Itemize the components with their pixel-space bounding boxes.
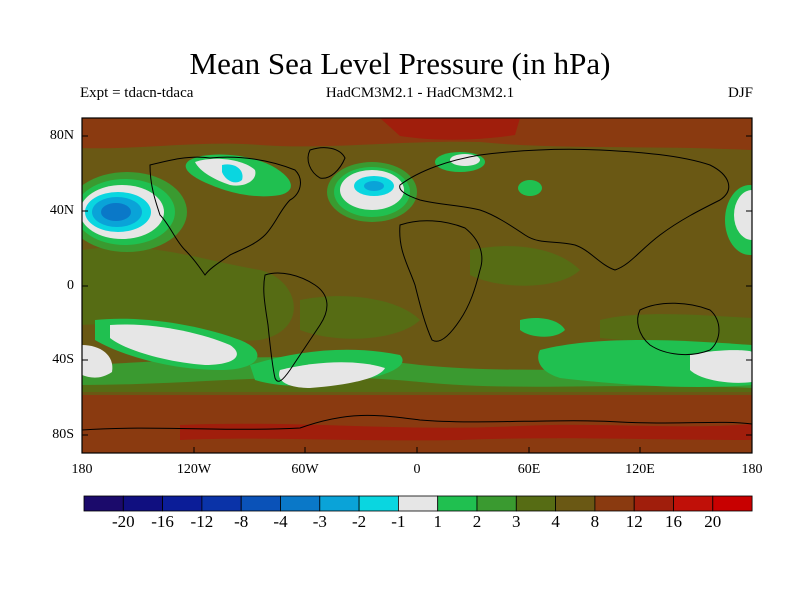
colorbar-box [673, 495, 714, 512]
model-label: HadCM3M2.1 - HadCM3M2.1 [325, 85, 515, 101]
colorbar-label: 3 [512, 512, 521, 531]
greenland-coast [307, 147, 346, 179]
npacific-blue2 [101, 203, 131, 221]
colorbar-label: 20 [704, 512, 722, 531]
antarctica-coast [82, 414, 752, 431]
colorbar-box [476, 495, 517, 512]
colorbar-label: 8 [590, 512, 600, 531]
lon-label-60e: 60E [517, 462, 541, 477]
pressure-field [82, 118, 752, 453]
map-title: Mean Sea Level Pressure (in hPa) [189, 46, 611, 81]
africa-coast [399, 220, 483, 342]
lat-label-80s: 80S [52, 427, 74, 442]
antarctic-red-patch [180, 423, 752, 441]
colorbar-box [594, 495, 635, 512]
colorbar-label: -2 [352, 512, 367, 531]
spacific-white [110, 324, 237, 365]
experiment-label: Expt = tdacn-tdaca [80, 85, 194, 101]
lon-label-0: 0 [413, 462, 421, 477]
lat-label-80n: 80N [49, 128, 74, 143]
colorbar-box [240, 495, 281, 512]
sindian-green [520, 318, 565, 337]
season-label: DJF [727, 85, 753, 101]
satlantic-white [279, 362, 385, 388]
colorbar-label: -4 [273, 512, 288, 531]
barents-white [450, 154, 480, 166]
colorbar-label: -3 [312, 512, 327, 531]
colorbar-box [162, 495, 203, 512]
colorbar-box [437, 495, 478, 512]
colorbar-label: 2 [472, 512, 482, 531]
colorbar-label: -20 [111, 512, 135, 531]
colorbar-label: -16 [151, 512, 174, 531]
colorbar-box [201, 495, 242, 512]
colorbar-box [83, 495, 124, 512]
colorbar-label: -8 [234, 512, 249, 531]
lon-label-120w: 120W [176, 462, 212, 477]
colorbar-box [712, 495, 753, 512]
north-america-coast [149, 156, 301, 276]
colorbar-label: -1 [391, 512, 406, 531]
npac-east-white [734, 190, 752, 240]
colorbar-box [122, 495, 164, 512]
colorbar-box [319, 495, 360, 512]
arctic-red-patch [380, 118, 520, 140]
lon-label-180e: 180 [741, 462, 763, 477]
canada-cyan [222, 164, 243, 183]
spacific-west-white [82, 345, 113, 378]
colorbar-box [280, 495, 321, 512]
lat-label-0: 0 [67, 278, 74, 293]
australia-coast [637, 302, 720, 355]
lat-label-40s: 40S [52, 352, 74, 367]
colorbar-label: 1 [433, 512, 442, 531]
colorbar-label: 4 [551, 512, 560, 531]
colorbar-box [358, 495, 399, 512]
map-ticks [81, 135, 753, 453]
colorbar-label: 16 [665, 512, 682, 531]
lon-label-60w: 60W [291, 462, 319, 477]
eurasia-coast [399, 148, 730, 271]
caspian-green [518, 180, 542, 196]
colorbar-box [633, 495, 674, 512]
colorbar-label: -12 [190, 512, 214, 531]
saustralia-white [690, 350, 752, 383]
antarctic-ring [82, 395, 752, 425]
atlantic-olive [300, 296, 420, 339]
lon-label-120e: 120E [625, 462, 655, 477]
colorbar-label: 12 [625, 512, 643, 531]
natlantic-blue [364, 181, 384, 191]
colorbar-box [555, 495, 596, 512]
lat-label-40n: 40N [49, 203, 74, 218]
colorbar-box [397, 495, 439, 512]
coastlines [82, 147, 752, 431]
south-america-coast [263, 272, 328, 382]
colorbar-box [515, 495, 556, 512]
pacific-olive [82, 247, 294, 341]
colorbar [83, 495, 753, 512]
indian-olive [470, 246, 580, 286]
lon-label-180w: 180 [71, 462, 93, 477]
